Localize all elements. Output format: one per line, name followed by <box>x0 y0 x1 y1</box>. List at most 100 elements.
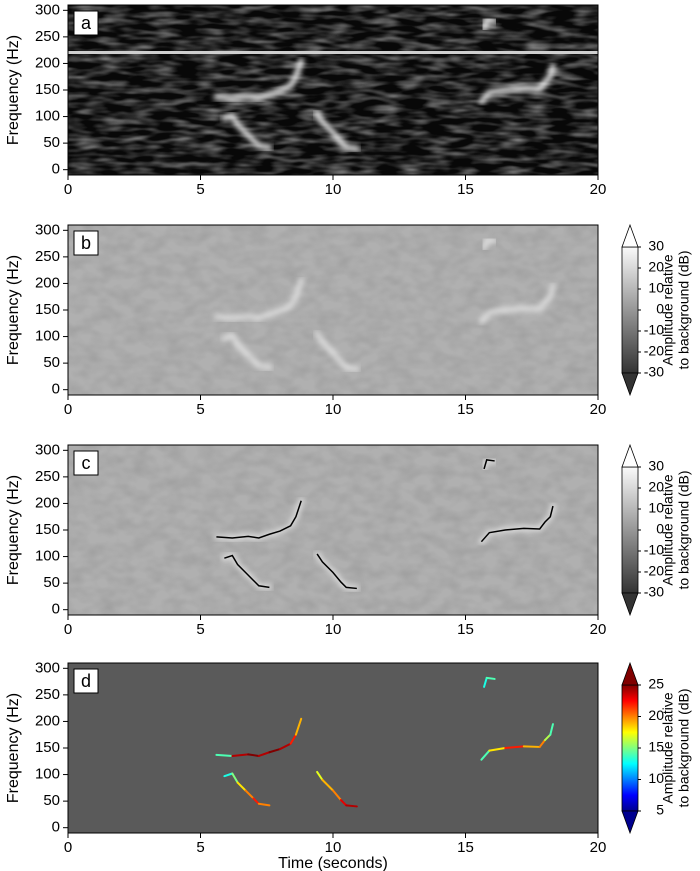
trace-segment <box>316 770 324 781</box>
trace-segment <box>522 745 541 748</box>
colorbar-tick-label: 30 <box>648 458 664 474</box>
y-tick-label: 0 <box>52 381 60 398</box>
y-tick-label: 200 <box>35 712 60 729</box>
trace-segment <box>480 749 491 761</box>
colorbar-extend-low <box>621 372 639 397</box>
y-tick-label: 200 <box>35 274 60 291</box>
colorbar-title: to background (dB) <box>676 688 692 807</box>
trace-segment <box>215 753 234 757</box>
y-tick-label: 0 <box>52 601 60 618</box>
colorbar-tick-label: 30 <box>648 238 664 254</box>
trace-segment <box>504 745 525 749</box>
colorbar <box>621 246 639 374</box>
colorbar-tick-label: 10 <box>648 770 664 786</box>
colorbar-title: Amplitude relative <box>660 692 676 803</box>
trace-segment <box>488 747 507 752</box>
trace-segment <box>257 751 271 757</box>
spectrogram-feature <box>213 57 305 101</box>
y-tick-label: 100 <box>35 766 60 783</box>
colorbar-tick-label: -10 <box>644 322 664 338</box>
panel-label: d <box>81 671 91 691</box>
trace-segment <box>268 748 281 754</box>
trace-segment <box>549 723 554 736</box>
colorbar-title: Amplitude relative <box>660 254 676 365</box>
x-tick-label: 5 <box>196 401 204 418</box>
colorbar-tick-label: -20 <box>644 563 664 579</box>
panel-label-box <box>73 10 99 36</box>
trace <box>316 553 357 590</box>
x-tick-label: 0 <box>64 401 72 418</box>
colorbar <box>621 684 639 812</box>
colorbar-title: Amplitude relative <box>660 474 676 585</box>
y-tick-label: 100 <box>35 548 60 565</box>
y-tick-label: 150 <box>35 301 60 318</box>
colorbar-tick-label: -10 <box>644 542 664 558</box>
x-tick-label: 0 <box>64 621 72 638</box>
colorbar <box>621 466 639 594</box>
y-tick-label: 150 <box>35 81 60 98</box>
trace-segment <box>332 789 342 802</box>
y-tick-label: 0 <box>52 819 60 836</box>
panel-label-box <box>73 230 99 256</box>
trace-segment <box>223 772 234 778</box>
y-tick-label: 150 <box>35 521 60 538</box>
y-tick-label: 200 <box>35 494 60 511</box>
y-tick-label: 50 <box>43 354 60 371</box>
colorbar-extend-low <box>621 592 639 617</box>
y-tick-label: 250 <box>35 28 60 45</box>
y-axis-title: Frequency (Hz) <box>5 35 22 145</box>
x-tick-label: 5 <box>196 181 204 198</box>
x-tick-label: 10 <box>325 401 342 418</box>
trace-segment <box>544 733 552 742</box>
colorbar-tick-label: 25 <box>648 676 664 692</box>
trace-segment <box>279 742 292 751</box>
colorbar-tick-label: -20 <box>644 343 664 359</box>
colorbar-tick-label: -30 <box>644 364 664 380</box>
x-tick-label: 15 <box>457 401 474 418</box>
y-tick-label: 250 <box>35 686 60 703</box>
panel-label-box <box>73 668 99 694</box>
spectrogram-feature <box>221 332 273 371</box>
panel: a 0 50 100 150 200 250 300 0 5 10 15 20 Frequency (Hz… <box>5 1 606 198</box>
colorbar-extend-high <box>621 223 639 248</box>
y-tick-label: 100 <box>35 328 60 345</box>
y-tick-label: 50 <box>43 792 60 809</box>
panel-label-box <box>73 450 99 476</box>
panel-label: c <box>82 453 91 473</box>
colorbar-extend-high <box>621 443 639 468</box>
y-tick-label: 250 <box>35 248 60 265</box>
y-tick-label: 50 <box>43 574 60 591</box>
x-tick-label: 10 <box>325 839 342 856</box>
y-axis-title: Frequency (Hz) <box>5 255 22 365</box>
spectrogram-feature <box>478 283 556 325</box>
trace <box>483 459 495 470</box>
x-tick-label: 5 <box>196 839 204 856</box>
y-tick-label: 100 <box>35 108 60 125</box>
panel-label: b <box>81 233 91 253</box>
trace-segment <box>257 802 271 807</box>
spectrogram-feature <box>314 330 360 372</box>
spectrogram-feature <box>314 110 360 152</box>
spectrogram-feature <box>481 16 498 32</box>
colorbar-extend-low <box>621 810 639 835</box>
x-tick-label: 15 <box>457 181 474 198</box>
trace <box>224 554 270 589</box>
trace-segment <box>321 778 334 792</box>
colorbar-tick-label: 0 <box>656 521 664 537</box>
spectrogram-feature <box>478 63 556 105</box>
y-axis-title: Frequency (Hz) <box>5 475 22 585</box>
spectrogram-feature <box>481 236 498 252</box>
y-tick-label: 50 <box>43 134 60 151</box>
colorbar-title: to background (dB) <box>676 470 692 589</box>
y-tick-label: 0 <box>52 161 60 178</box>
spectrogram-feature <box>221 112 273 151</box>
x-tick-label: 15 <box>457 621 474 638</box>
trace-segment <box>244 789 255 800</box>
trace-segment <box>485 676 496 680</box>
colorbar-tick-label: -30 <box>644 584 664 600</box>
trace-segment <box>289 733 297 745</box>
colorbar-tick-label: 20 <box>648 707 664 723</box>
x-tick-label: 10 <box>325 181 342 198</box>
